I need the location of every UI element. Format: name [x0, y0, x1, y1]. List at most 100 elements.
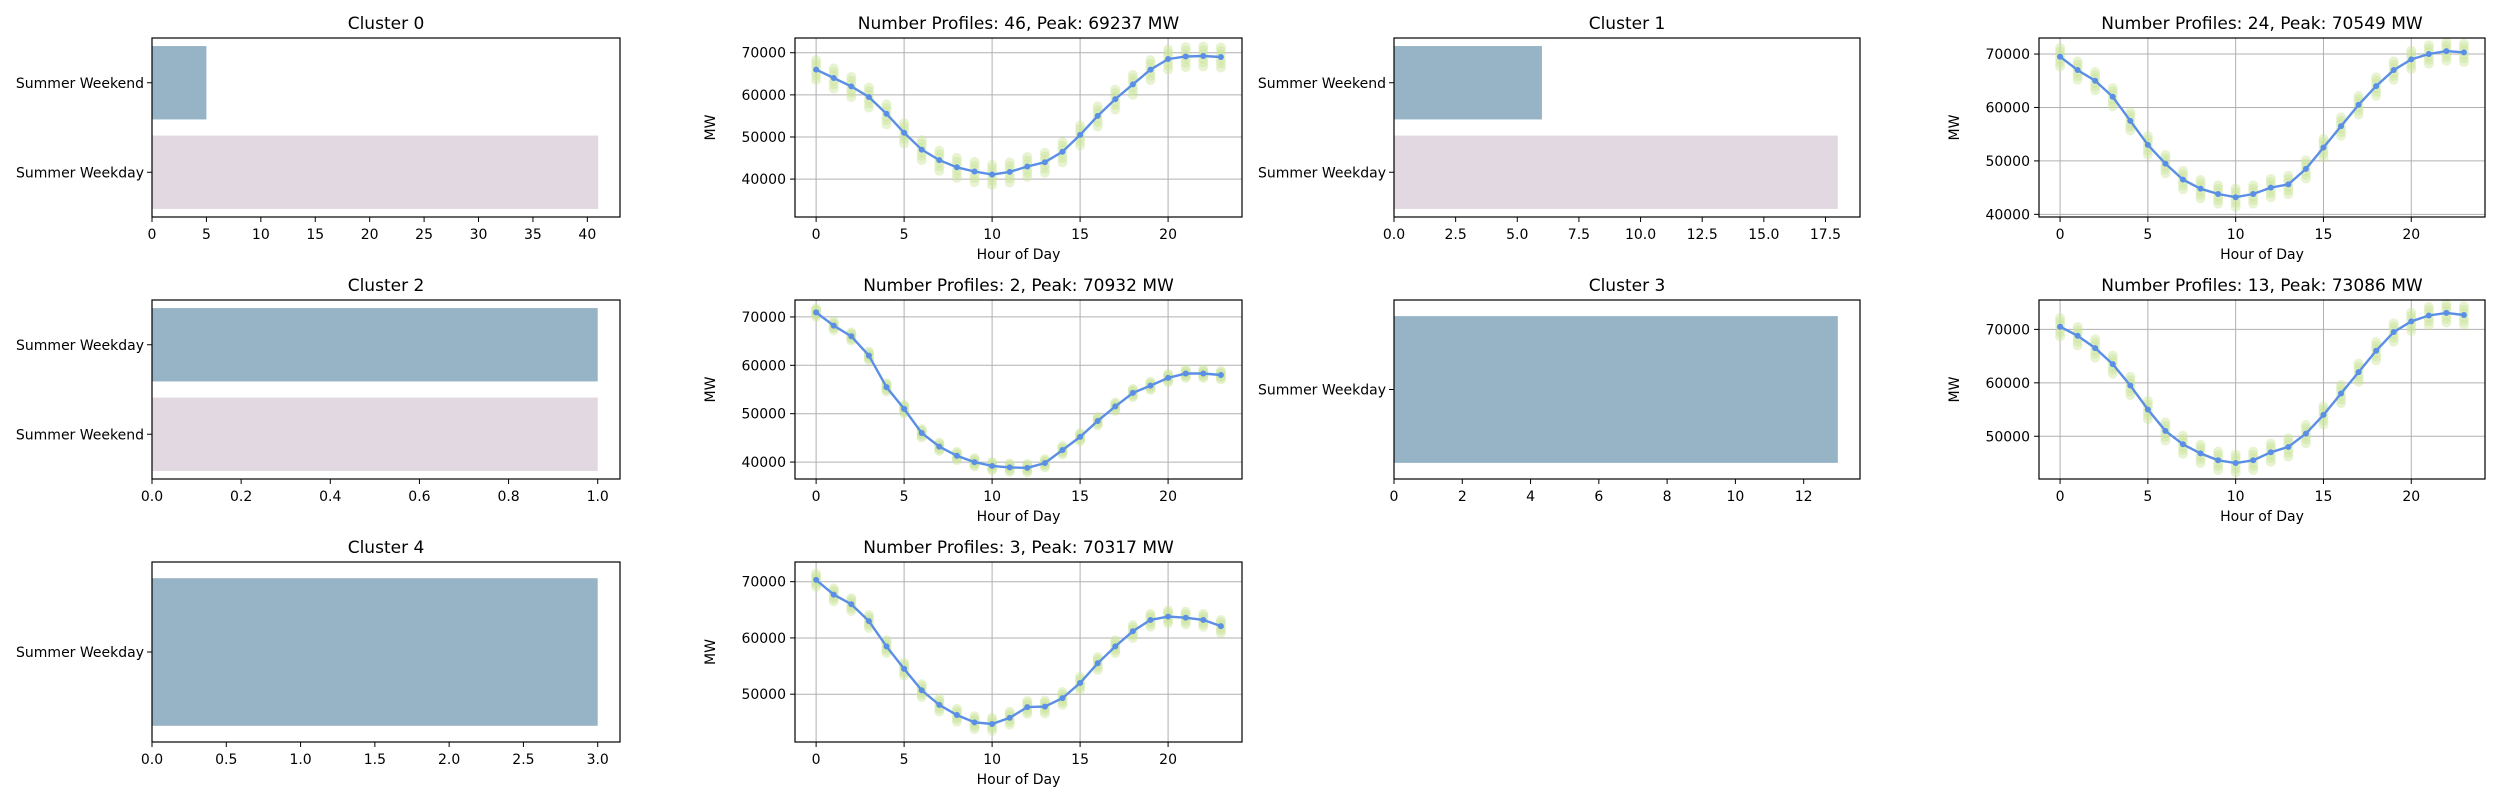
mean-point — [2092, 77, 2099, 84]
profile-point — [2090, 85, 2101, 96]
profile-point — [2441, 40, 2452, 51]
profile-point — [1215, 615, 1226, 626]
mean-point — [1217, 371, 1224, 378]
chart-title: Number Profiles: 24, Peak: 70549 MW — [2101, 14, 2423, 34]
mean-point — [2425, 51, 2432, 58]
mean-point — [2338, 390, 2345, 397]
profile-point — [987, 179, 998, 190]
profile-point — [1127, 620, 1138, 631]
profile-point — [1110, 104, 1121, 115]
profile-point — [2072, 340, 2083, 351]
x-tick-label: 20 — [361, 227, 379, 243]
x-tick-label: 5 — [202, 227, 211, 243]
profile-point — [2300, 419, 2311, 430]
profile-point — [916, 155, 927, 166]
profile-point — [1004, 719, 1015, 730]
profile-point — [2265, 177, 2276, 188]
y-tick-label: 70000 — [1985, 47, 2030, 63]
x-tick-label: 0.0 — [141, 489, 163, 505]
profile-point — [2230, 201, 2241, 212]
profile-point — [2160, 417, 2171, 428]
profile-point — [1180, 619, 1191, 630]
mean-point — [1024, 464, 1031, 471]
x-tick-label: 20 — [1159, 489, 1177, 505]
profile-point — [1198, 608, 1209, 619]
x-axis-label: Hour of Day — [977, 247, 1061, 263]
x-tick-label: 0 — [2056, 489, 2065, 505]
plot-frame — [2038, 299, 2486, 480]
x-tick-label: 1.5 — [364, 752, 386, 768]
x-tick-label: 15 — [1071, 489, 1089, 505]
profile-point — [1004, 157, 1015, 168]
chart-panel-0: Cluster 0 Summer Weekend Summer Weekday 0 5 1… — [16, 14, 621, 243]
profile-point — [2072, 74, 2083, 85]
profile-point — [1145, 621, 1156, 632]
profile-point — [2336, 112, 2347, 123]
x-tick-label: 15 — [1071, 227, 1089, 243]
profile-point — [2177, 448, 2188, 459]
profile-point — [2055, 313, 2066, 324]
profile-point — [2230, 186, 2241, 197]
x-tick-label: 1.0 — [587, 489, 609, 505]
x-tick-label: 10 — [983, 227, 1001, 243]
x-tick-label: 20 — [1159, 227, 1177, 243]
y-axis-label: MW — [703, 376, 719, 402]
profile-point — [916, 135, 927, 146]
mean-point — [830, 75, 837, 82]
profile-point — [828, 63, 839, 74]
bar-0 — [1394, 316, 1838, 463]
profile-point — [2195, 454, 2206, 465]
mean-point — [1147, 66, 1154, 73]
x-tick-label: 5 — [2143, 227, 2152, 243]
y-tick-label: 50000 — [741, 130, 786, 146]
x-tick-label: 0.2 — [230, 489, 252, 505]
profile-point — [2283, 185, 2294, 196]
mean-point — [1165, 56, 1172, 63]
mean-point — [2232, 459, 2239, 466]
x-axis-label: Hour of Day — [2220, 509, 2304, 525]
profile-point — [2195, 457, 2206, 468]
profile-point — [2160, 168, 2171, 179]
chart-panel-1: Number Profiles: 46, Peak: 69237 MW 0 5 10 1… — [703, 14, 1243, 263]
profile-point — [2336, 130, 2347, 141]
mean-point — [1094, 660, 1101, 667]
profile-point — [2142, 149, 2153, 160]
chart-title: Cluster 2 — [348, 276, 425, 296]
profile-point — [1198, 61, 1209, 72]
profile-point — [951, 716, 962, 727]
y-tick-label: 40000 — [741, 455, 786, 471]
profile-point — [2458, 42, 2469, 53]
profile-point — [2406, 311, 2417, 322]
profile-point — [2195, 443, 2206, 454]
mean-point — [2320, 411, 2327, 418]
x-tick-label: 20 — [2402, 227, 2420, 243]
mean-point — [901, 405, 908, 412]
x-tick-label: 20 — [1159, 752, 1177, 768]
profile-point — [1127, 632, 1138, 643]
profile-point — [969, 177, 980, 188]
profile-point — [2107, 83, 2118, 94]
profile-point — [1004, 466, 1015, 477]
profile-point — [934, 165, 945, 176]
profile-point — [2265, 173, 2276, 184]
mean-point — [1094, 112, 1101, 119]
profile-point — [1057, 699, 1068, 710]
profile-point — [2142, 395, 2153, 406]
mean-point — [2127, 117, 2134, 124]
profile-point — [1215, 58, 1226, 69]
profile-point — [1163, 60, 1174, 71]
profile-point — [2353, 376, 2364, 387]
profile-point — [916, 150, 927, 161]
mean-point — [1112, 643, 1119, 650]
profile-point — [969, 172, 980, 183]
profile-point — [2336, 379, 2347, 390]
bar-1 — [152, 397, 598, 471]
profile-point — [2423, 320, 2434, 331]
profile-point — [1198, 41, 1209, 52]
profile-point — [1127, 69, 1138, 80]
profile-point — [2230, 449, 2241, 460]
profile-point — [2248, 464, 2259, 475]
mean-point — [813, 309, 820, 316]
mean-point — [2285, 181, 2292, 188]
